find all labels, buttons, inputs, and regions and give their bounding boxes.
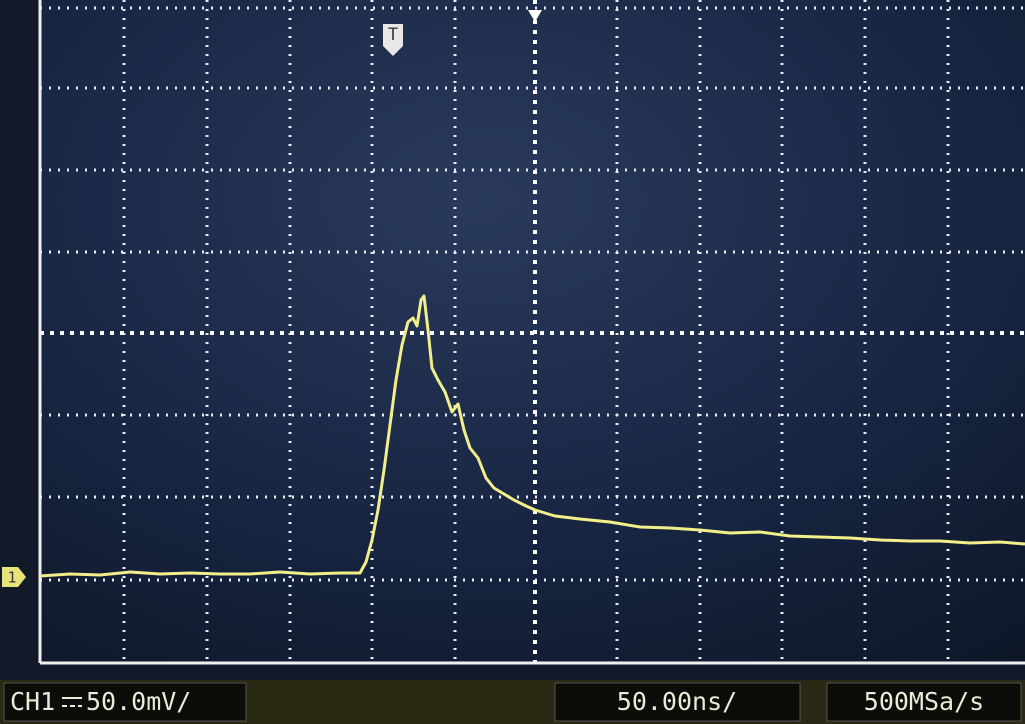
time-per-div: 50.00ns/ (617, 687, 737, 716)
channel-name: CH1 (10, 687, 55, 716)
trigger-label: T (388, 25, 398, 45)
sample-rate: 500MSa/s (864, 687, 984, 716)
channel-label: 1 (7, 569, 16, 587)
volts-per-div: 50.0mV/ (86, 687, 191, 716)
oscilloscope-screen: T 1 CH1 50.0mV/ 50.00ns/ 500MSa/s (0, 0, 1025, 724)
